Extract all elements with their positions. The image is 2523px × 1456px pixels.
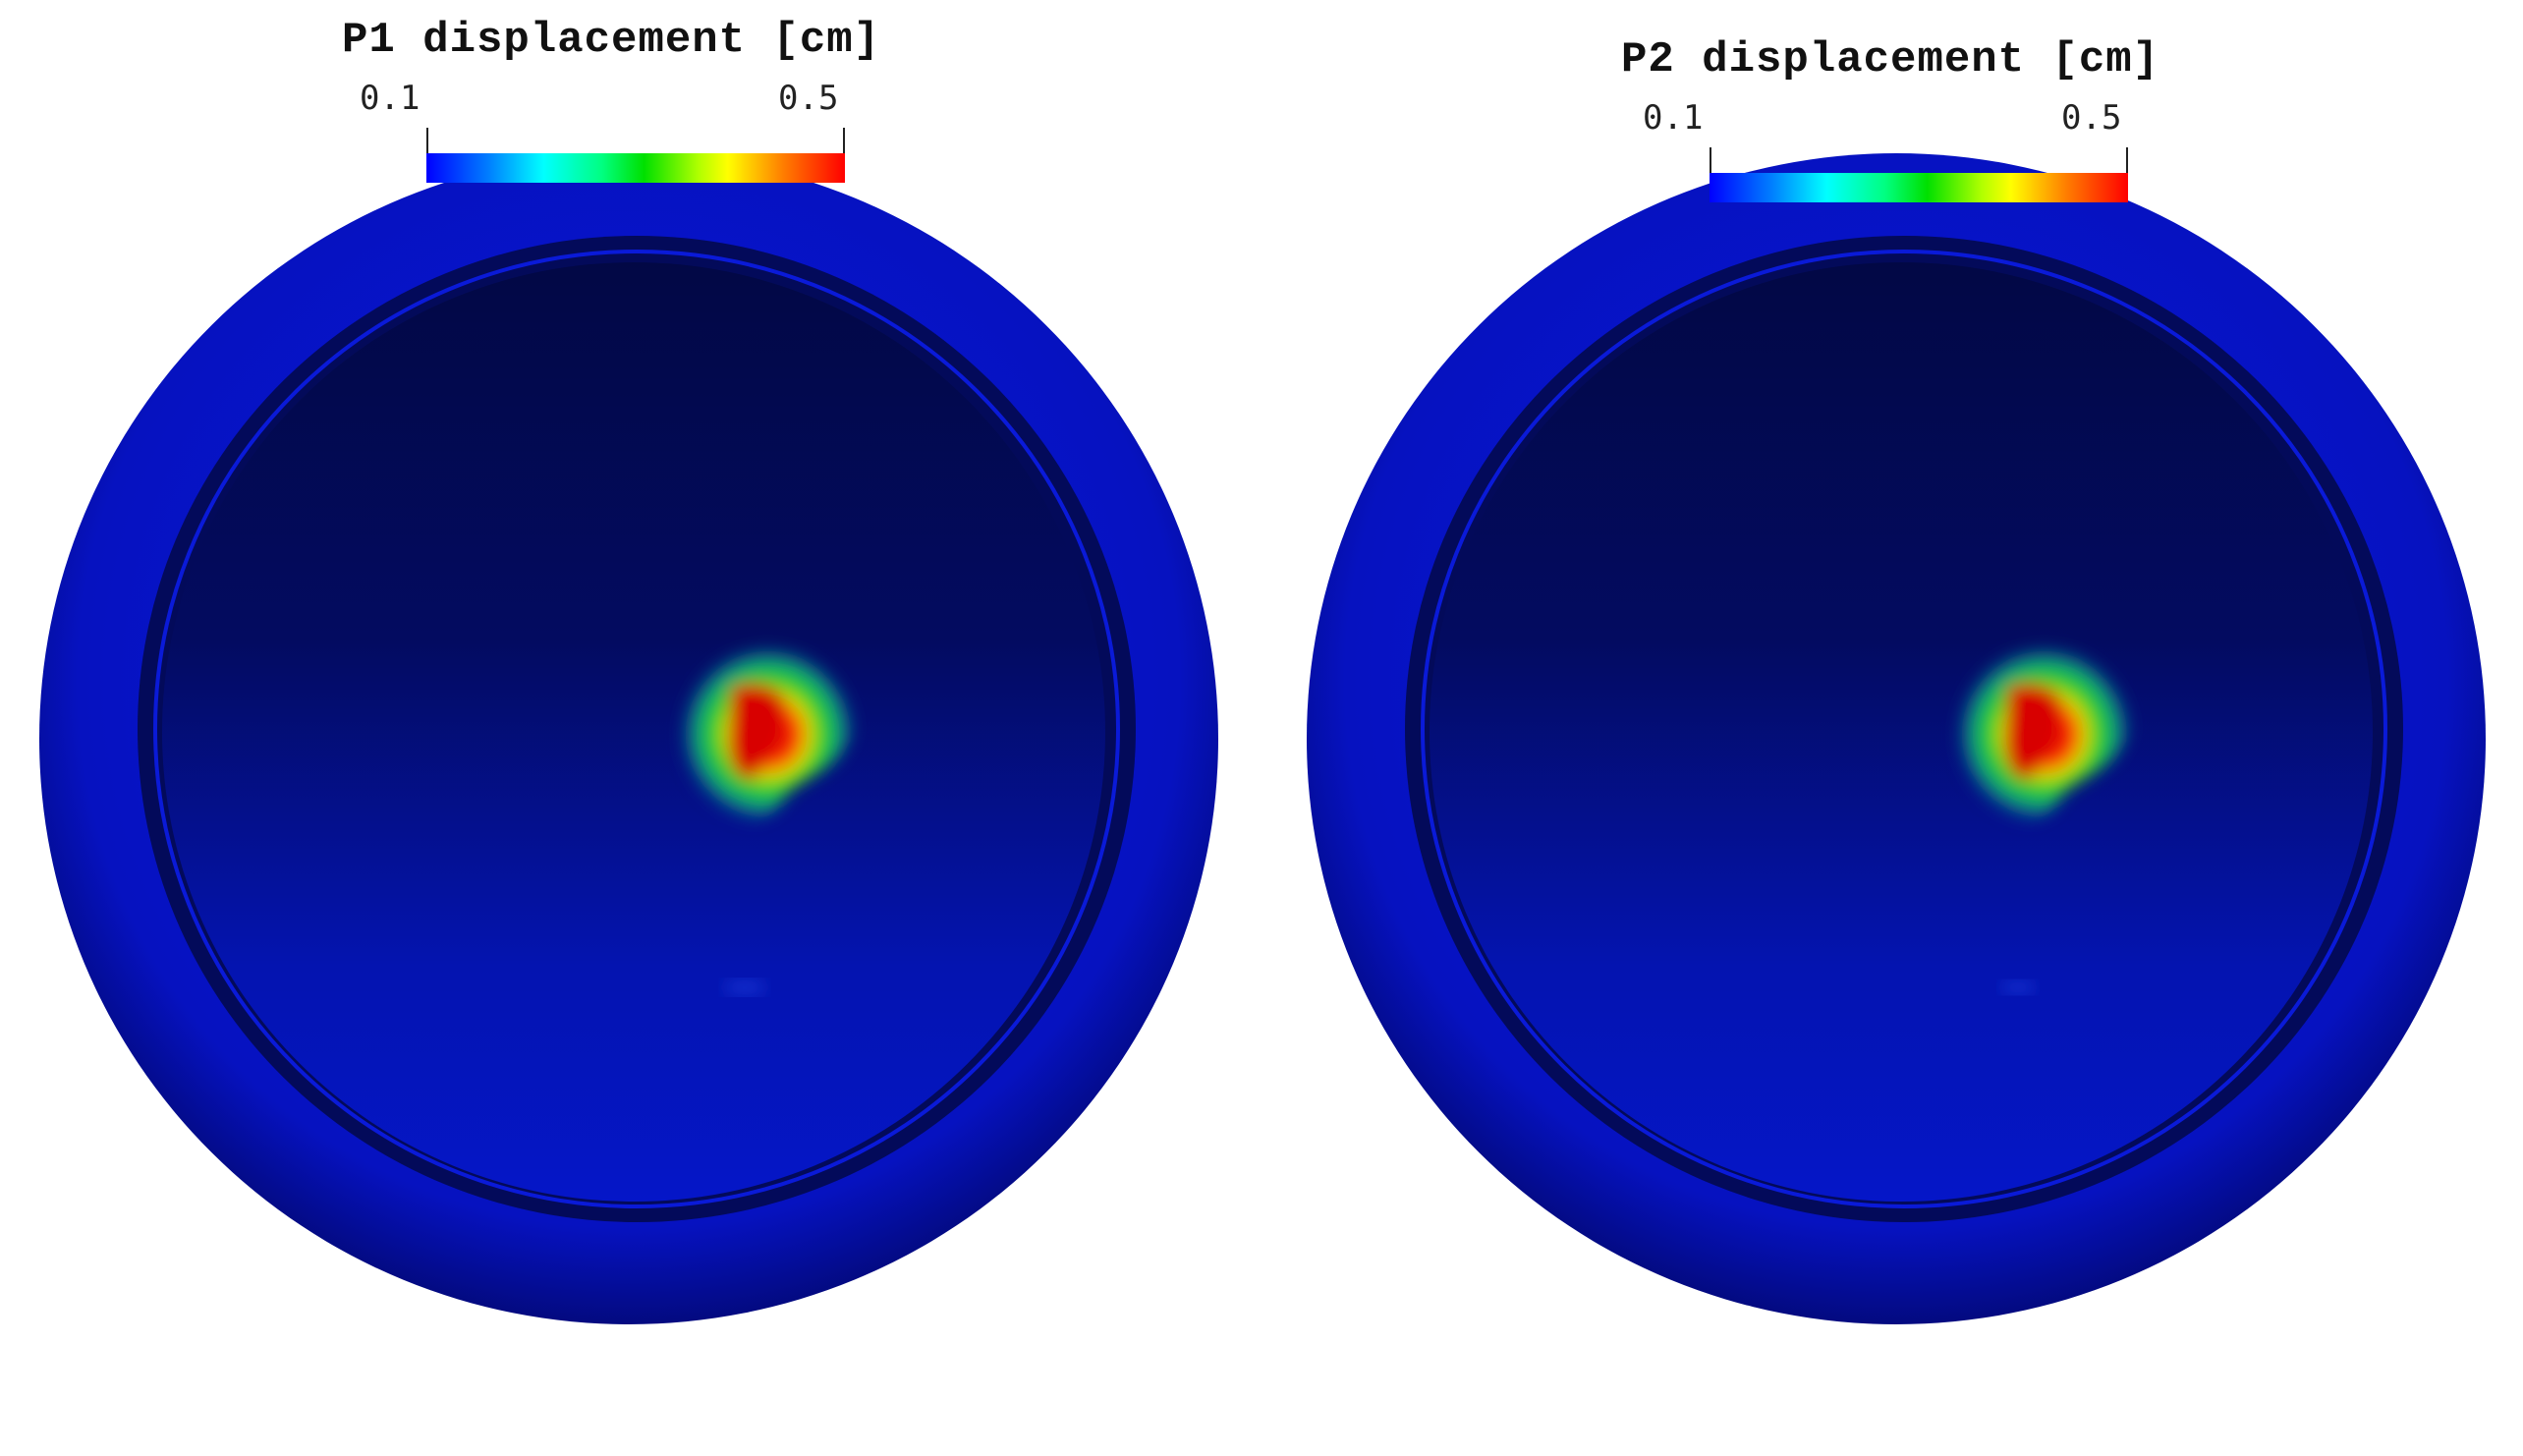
colorbar-max-tick-p2	[2126, 147, 2128, 175]
colorbar-min-tick-p2	[1710, 147, 1711, 175]
colorbar-min-tick-p1	[426, 128, 428, 155]
inner-edge-p1	[153, 250, 1120, 1208]
panel-title-p1: P1 displacement [cm]	[342, 16, 881, 65]
minor-spot-p2	[2000, 980, 2036, 994]
colorbar-max-tick-p1	[843, 128, 845, 155]
colorbar-max-label-p2: 0.5	[2061, 98, 2122, 138]
hotspot-p1	[677, 643, 859, 826]
inner-floor-p2	[1430, 262, 2373, 1202]
inner-edge-p2	[1421, 250, 2387, 1208]
colorbar-min-label-p1: 0.1	[360, 79, 420, 118]
panel-title-p2: P2 displacement [cm]	[1621, 35, 2160, 84]
minor-spot-p1	[723, 980, 766, 995]
colorbar-p1	[426, 153, 845, 183]
displacement-model-p2	[1307, 153, 2486, 1324]
inner-floor-p1	[162, 262, 1105, 1202]
displacement-model-p1	[39, 153, 1218, 1324]
panel-p1: P1 displacement [cm] 0.1 0.5	[39, 16, 1218, 1324]
colorbar-p2	[1710, 173, 2128, 202]
colorbar-min-label-p2: 0.1	[1643, 98, 1704, 138]
panel-p2: P2 displacement [cm] 0.1 0.5	[1262, 0, 2523, 1456]
hotspot-p2	[1953, 643, 2135, 826]
colorbar-max-label-p1: 0.5	[778, 79, 839, 118]
